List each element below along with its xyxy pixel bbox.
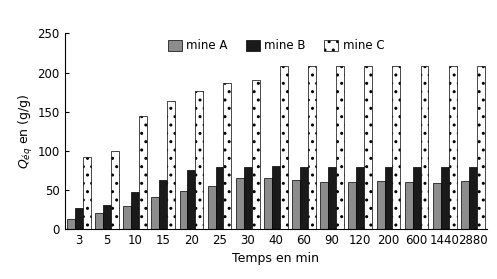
Bar — [321, 182, 328, 229]
Y-axis label: $Q_{éq}$ en (g/g): $Q_{éq}$ en (g/g) — [17, 93, 35, 169]
Bar — [195, 90, 203, 229]
Bar — [433, 183, 441, 229]
Bar — [413, 167, 420, 229]
Bar — [328, 167, 336, 229]
Bar — [152, 197, 159, 229]
Bar — [461, 181, 469, 229]
Bar — [123, 206, 131, 229]
Bar — [405, 182, 413, 229]
Bar — [364, 66, 372, 229]
Bar — [477, 66, 485, 229]
Bar — [244, 167, 251, 229]
Bar — [83, 157, 90, 229]
Bar — [67, 219, 75, 229]
Bar — [385, 167, 393, 229]
Bar — [377, 181, 385, 229]
X-axis label: Temps en min: Temps en min — [232, 252, 320, 265]
Bar — [336, 66, 344, 229]
Bar — [393, 66, 400, 229]
Bar — [300, 167, 308, 229]
Bar — [224, 83, 231, 229]
Bar — [264, 178, 272, 229]
Bar — [179, 191, 187, 229]
Bar — [139, 116, 147, 229]
Bar — [308, 66, 316, 229]
Bar — [449, 66, 457, 229]
Bar — [103, 205, 111, 229]
Bar — [236, 178, 244, 229]
Legend: mine A, mine B, mine C: mine A, mine B, mine C — [167, 39, 384, 52]
Bar — [216, 167, 224, 229]
Bar — [131, 192, 139, 229]
Bar — [187, 170, 195, 229]
Bar — [251, 80, 259, 229]
Bar — [469, 167, 477, 229]
Bar — [348, 182, 356, 229]
Bar — [420, 66, 428, 229]
Bar — [441, 167, 449, 229]
Bar — [167, 102, 175, 229]
Bar — [272, 166, 280, 229]
Bar — [292, 180, 300, 229]
Bar — [159, 180, 167, 229]
Bar — [280, 66, 288, 229]
Bar — [75, 208, 83, 229]
Bar — [95, 213, 103, 229]
Bar — [356, 167, 364, 229]
Bar — [111, 151, 119, 229]
Bar — [208, 186, 216, 229]
